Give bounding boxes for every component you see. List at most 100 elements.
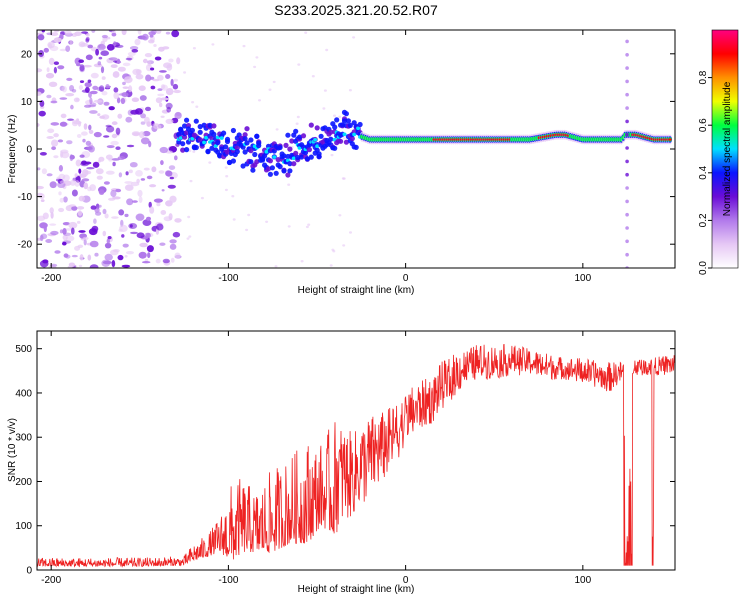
noise-blob bbox=[101, 91, 108, 96]
noise-blob bbox=[84, 170, 92, 175]
signal-blob bbox=[285, 132, 291, 138]
signal-blob bbox=[234, 149, 240, 155]
noise-blob bbox=[322, 107, 326, 110]
colorbar-tick-label: 0.2 bbox=[698, 213, 709, 227]
signal-blob bbox=[215, 135, 220, 140]
noise-blob bbox=[146, 216, 151, 221]
signal-blob bbox=[248, 159, 254, 165]
signal-blob bbox=[302, 150, 309, 156]
noise-blob bbox=[338, 115, 342, 119]
noise-blob bbox=[71, 189, 78, 197]
signal-blob bbox=[277, 144, 283, 151]
noise-blob bbox=[149, 34, 154, 38]
signal-blob bbox=[226, 159, 233, 165]
noise-blob bbox=[163, 216, 172, 222]
noise-blob bbox=[58, 207, 65, 213]
noise-blob bbox=[104, 242, 112, 249]
x-tick-label: -200 bbox=[41, 575, 61, 586]
spike-blob bbox=[625, 252, 629, 257]
signal-blob bbox=[293, 128, 299, 134]
signal-blob bbox=[244, 126, 250, 132]
noise-blob bbox=[62, 241, 67, 246]
signal-blob bbox=[349, 136, 355, 142]
signal-blob bbox=[250, 167, 256, 173]
noise-blob bbox=[323, 89, 327, 92]
signal-blob bbox=[347, 122, 353, 128]
noise-blob bbox=[160, 210, 167, 215]
spike-blob bbox=[625, 66, 629, 70]
x-tick-label: 100 bbox=[575, 575, 592, 586]
noise-blob bbox=[46, 173, 53, 177]
signal-blob bbox=[318, 133, 324, 139]
noise-blob bbox=[125, 116, 133, 123]
noise-blob bbox=[132, 132, 140, 136]
noise-blob bbox=[89, 97, 93, 105]
noise-blob bbox=[71, 89, 77, 93]
noise-blob bbox=[74, 173, 78, 178]
noise-blob bbox=[63, 196, 68, 203]
signal-blob bbox=[314, 125, 320, 131]
signal-blob bbox=[291, 161, 297, 167]
noise-blob bbox=[50, 100, 58, 104]
noise-blob bbox=[124, 184, 134, 192]
signal-blob bbox=[242, 136, 248, 142]
noise-blob bbox=[85, 86, 90, 93]
noise-blob bbox=[37, 34, 45, 41]
noise-blob bbox=[108, 106, 115, 111]
noise-blob bbox=[167, 184, 176, 189]
signal-blob bbox=[184, 117, 190, 123]
noise-blob bbox=[165, 74, 171, 79]
snr-panel: -200 -100 0 100 0 100 200 300 400 500 Height of … bbox=[7, 330, 676, 595]
noise-blob bbox=[117, 113, 123, 119]
signal-blob bbox=[289, 138, 295, 144]
signal-blob bbox=[275, 157, 281, 163]
noise-blob bbox=[141, 33, 149, 41]
noise-blob bbox=[131, 49, 139, 53]
noise-blob bbox=[50, 263, 58, 267]
noise-blob bbox=[135, 170, 143, 177]
noise-blob bbox=[127, 51, 136, 56]
noise-blob bbox=[106, 238, 111, 244]
signal-blob bbox=[353, 144, 359, 150]
colorbar-tick-label: 0.8 bbox=[698, 70, 709, 84]
noise-blob bbox=[37, 185, 44, 190]
noise-blob bbox=[117, 254, 124, 261]
signal-blob bbox=[242, 132, 248, 138]
noise-blob bbox=[147, 252, 151, 259]
noise-blob bbox=[106, 145, 115, 149]
noise-blob bbox=[104, 213, 109, 219]
noise-blob bbox=[86, 167, 95, 170]
noise-blob bbox=[39, 222, 48, 229]
noise-blob bbox=[91, 225, 99, 233]
noise-blob bbox=[84, 82, 92, 88]
noise-blob bbox=[162, 258, 170, 264]
noise-blob bbox=[73, 97, 80, 103]
noise-blob bbox=[352, 36, 356, 39]
noise-blob bbox=[168, 165, 176, 171]
noise-blob bbox=[139, 95, 147, 101]
noise-blob bbox=[49, 223, 57, 226]
noise-blob bbox=[65, 235, 75, 242]
noise-blob bbox=[158, 170, 165, 174]
signal-blob bbox=[205, 148, 211, 154]
noise-blob bbox=[342, 137, 346, 140]
signal-blob bbox=[193, 118, 199, 124]
noise-blob bbox=[78, 85, 83, 90]
noise-blob bbox=[41, 168, 48, 175]
colorbar: 0.0 0.2 0.4 0.6 0.8 Normalized spectral ampl… bbox=[698, 29, 739, 275]
noise-blob bbox=[165, 88, 174, 96]
signal-blob bbox=[287, 161, 293, 167]
noise-blob bbox=[189, 179, 193, 183]
noise-blob bbox=[137, 30, 142, 35]
noise-blob bbox=[60, 151, 70, 159]
noise-blob bbox=[139, 131, 145, 139]
noise-blob bbox=[122, 62, 131, 67]
noise-blob bbox=[174, 111, 182, 120]
noise-blob bbox=[101, 34, 108, 39]
noise-blob bbox=[76, 206, 85, 210]
noise-blob bbox=[307, 223, 311, 226]
signal-peak bbox=[668, 138, 672, 141]
noise-blob bbox=[300, 260, 304, 263]
colorbar-label: Normalized spectral amplitude bbox=[722, 81, 733, 216]
noise-blob bbox=[117, 66, 126, 72]
